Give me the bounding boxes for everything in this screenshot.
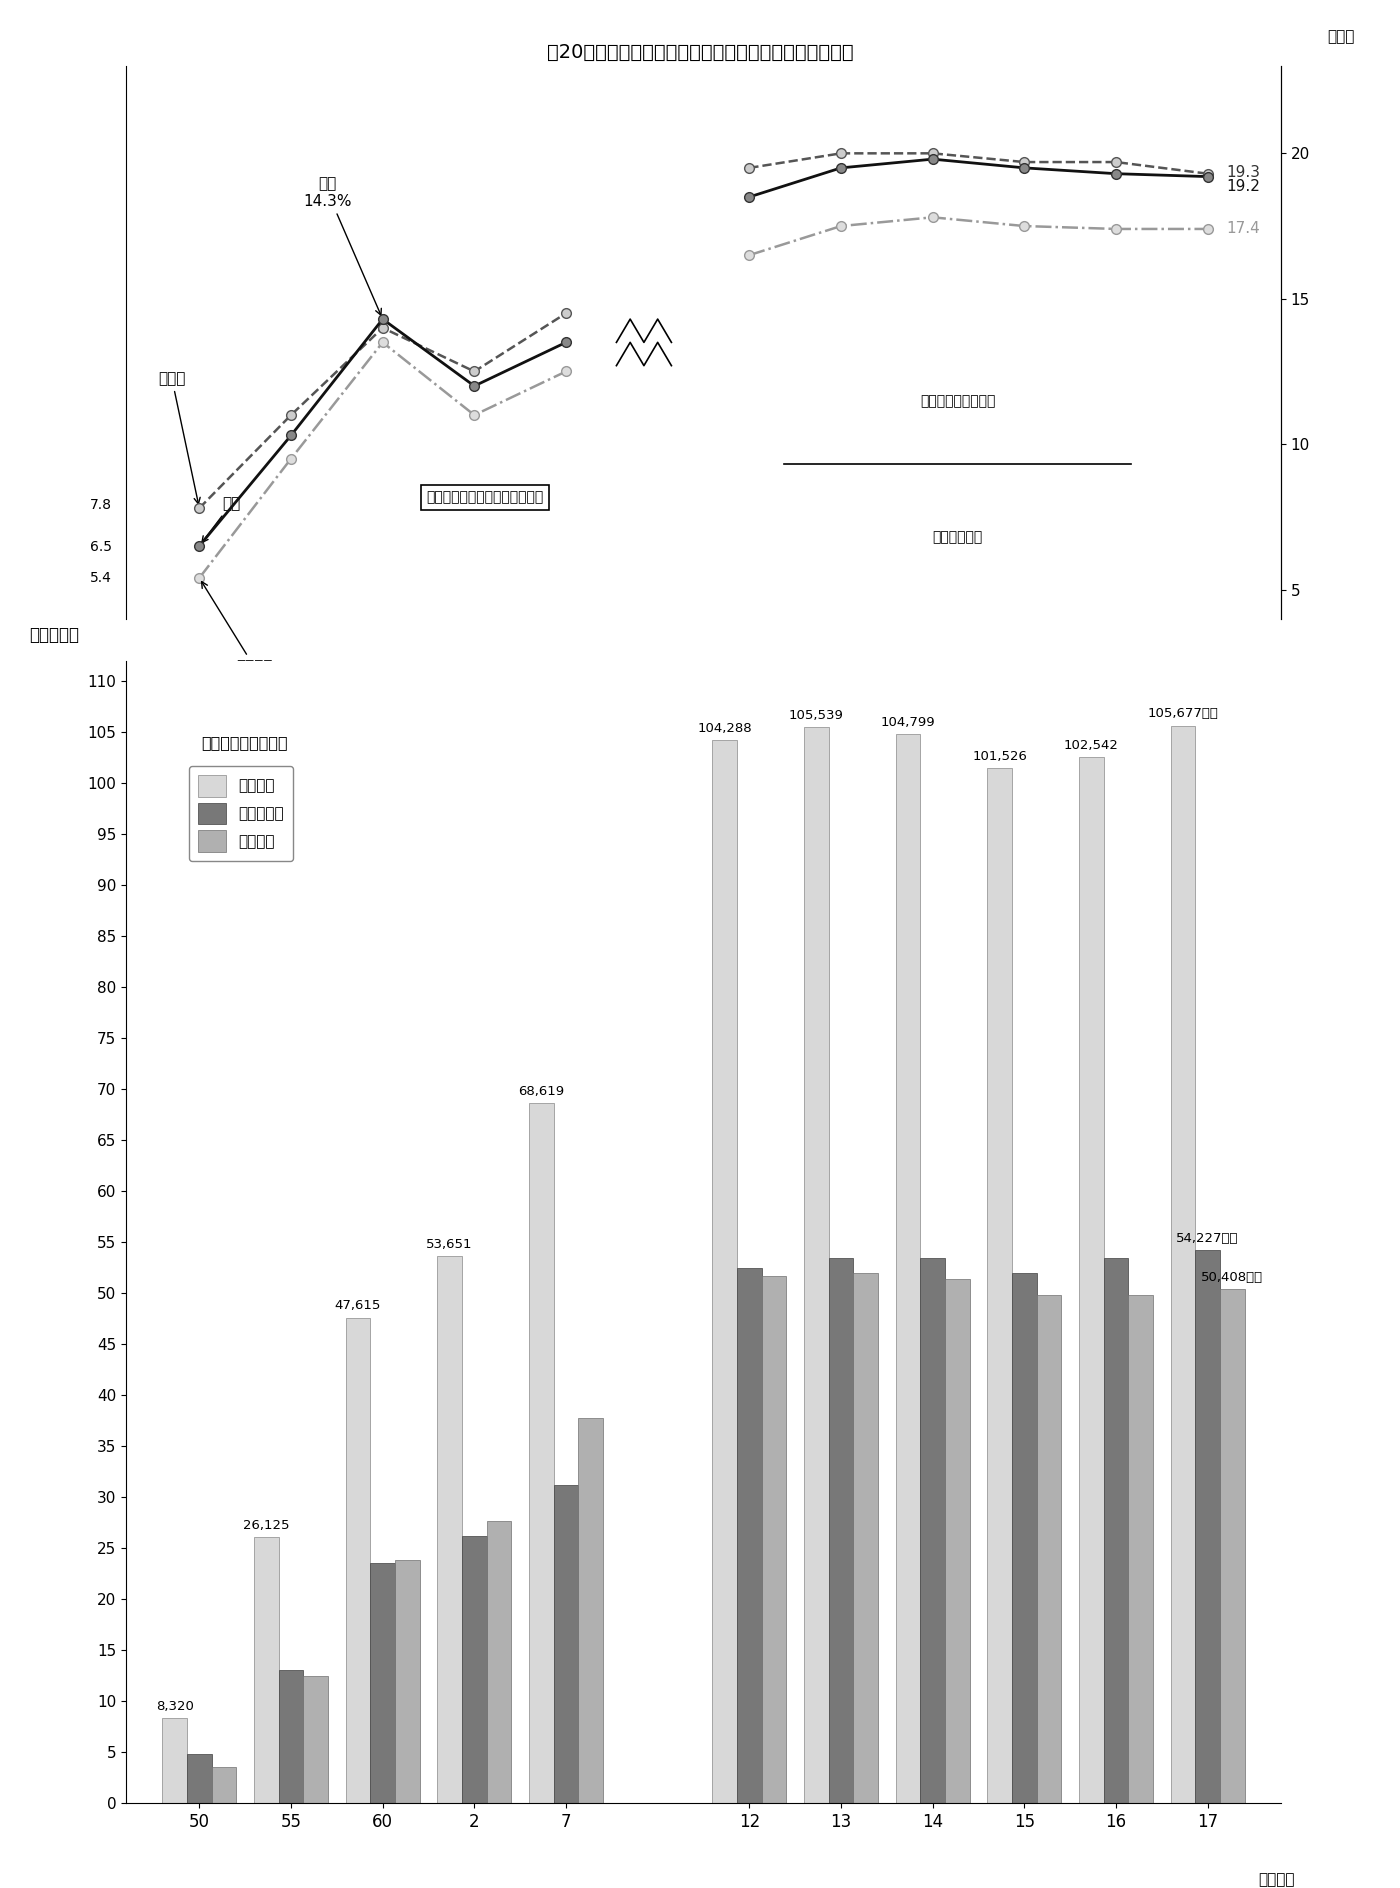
Bar [1219,1290,1245,1803]
Bar [162,1718,188,1803]
Text: 都道府県: 都道府県 [202,582,273,674]
Bar [304,1675,328,1803]
Text: 102,542: 102,542 [1064,740,1119,753]
Bar [1079,757,1103,1803]
Text: 53,651: 53,651 [427,1239,473,1252]
Bar [713,740,736,1803]
Bar [1128,1295,1154,1803]
Text: 17.4: 17.4 [1226,221,1260,236]
Bar [1012,1273,1037,1803]
Bar [854,1273,878,1803]
Y-axis label: （千億円）: （千億円） [29,627,80,644]
Bar [1037,1295,1061,1803]
Text: 8,320: 8,320 [155,1699,193,1712]
Text: 一般財源総額: 一般財源総額 [932,531,983,544]
Text: 市町村: 市町村 [158,372,200,504]
Bar [487,1520,511,1803]
Bar [920,1257,945,1803]
Bar [253,1537,279,1803]
Bar [896,734,920,1803]
Bar [762,1276,787,1803]
Text: 第20図　公債費充当一般財源及び公債費負担比率の推移: 第20図 公債費充当一般財源及び公債費負担比率の推移 [546,43,854,62]
Text: （年度）: （年度） [1259,1873,1295,1888]
Text: 104,288: 104,288 [697,721,752,734]
Text: 104,799: 104,799 [881,716,935,729]
Bar [279,1671,304,1803]
Text: 47,615: 47,615 [335,1299,381,1312]
Bar [829,1257,854,1803]
Bar [804,727,829,1803]
Bar [1170,725,1196,1803]
Bar [1103,1257,1128,1803]
Text: 50,408億円: 50,408億円 [1201,1271,1263,1284]
Text: 19.3: 19.3 [1226,164,1260,179]
Text: 101,526: 101,526 [972,750,1028,763]
Text: 公債費充当一般財源: 公債費充当一般財源 [202,734,288,750]
Text: 公債費負担比率（右目盛）％＝: 公債費負担比率（右目盛）％＝ [426,491,543,504]
Text: 19.2: 19.2 [1226,179,1260,194]
Bar [395,1559,420,1803]
Text: 7.8: 7.8 [90,498,112,512]
Text: 5.4: 5.4 [91,570,112,585]
Text: 純計: 純計 [202,497,241,542]
Text: （％）: （％） [1327,28,1355,43]
Bar [1196,1250,1219,1803]
Bar [462,1537,487,1803]
Text: 26,125: 26,125 [244,1518,290,1531]
Bar [346,1318,370,1803]
Bar [578,1418,603,1803]
Text: 純計
14.3%: 純計 14.3% [304,176,381,315]
Text: 6.5: 6.5 [90,540,112,555]
Text: 54,227億円: 54,227億円 [1176,1233,1239,1244]
Legend: 純　　計, 市　町　村, 都道府県: 純 計, 市 町 村, 都道府県 [189,767,293,861]
Bar [529,1103,553,1803]
Bar [188,1754,211,1803]
Bar [437,1256,462,1803]
Bar [736,1267,762,1803]
Text: 68,619: 68,619 [518,1086,564,1099]
Text: 105,539: 105,539 [788,708,844,721]
Text: 公債費充当一般財源: 公債費充当一般財源 [920,395,995,408]
Bar [370,1563,395,1803]
Text: 105,677億円: 105,677億円 [1148,708,1218,721]
Bar [211,1767,237,1803]
Bar [987,768,1012,1803]
Bar [945,1278,970,1803]
Bar [553,1484,578,1803]
